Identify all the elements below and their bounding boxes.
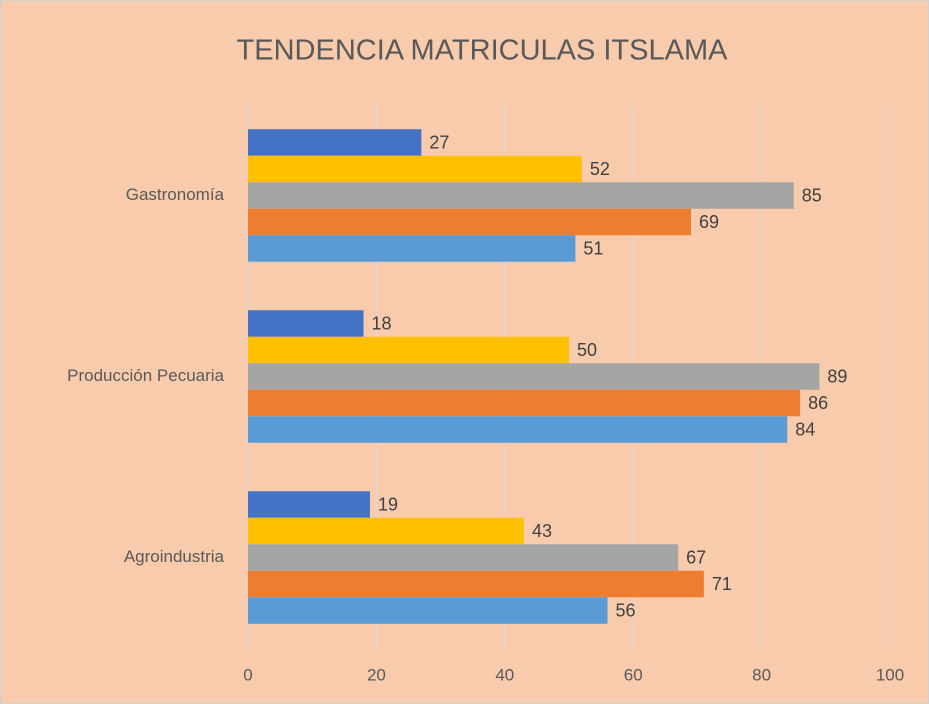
bar [248, 363, 820, 390]
x-tick-label: 0 [243, 665, 252, 684]
x-tick-label: 20 [367, 665, 386, 684]
data-label: 86 [808, 393, 828, 413]
bar [248, 416, 788, 443]
data-label: 19 [378, 494, 398, 514]
bar [248, 129, 422, 156]
data-label: 56 [616, 600, 636, 620]
data-label: 71 [712, 574, 732, 594]
category-label: Agroindustria [124, 547, 225, 566]
data-label: 18 [372, 313, 392, 333]
bar [248, 155, 582, 183]
bar [248, 336, 569, 364]
bar [248, 544, 679, 571]
category-label: Gastronomía [126, 185, 225, 204]
x-tick-label: 40 [495, 665, 514, 684]
x-tick-label: 100 [876, 665, 904, 684]
data-label: 84 [795, 419, 815, 439]
bar [248, 182, 794, 209]
data-label: 50 [577, 340, 597, 360]
category-label: Producción Pecuaria [67, 366, 224, 385]
chart-title: TENDENCIA MATRICULAS ITSLAMA [237, 35, 729, 67]
x-tick-label: 80 [752, 665, 771, 684]
data-label: 67 [686, 547, 706, 567]
data-label: 89 [827, 366, 847, 386]
x-tick-label: 60 [624, 665, 643, 684]
bar [248, 491, 370, 518]
bar [248, 208, 691, 236]
bar [248, 389, 801, 417]
data-label: 27 [429, 132, 449, 152]
data-label: 51 [583, 238, 603, 258]
data-label: 69 [699, 212, 719, 232]
bar [248, 235, 576, 262]
bar [248, 517, 525, 545]
data-label: 52 [590, 159, 610, 179]
bar [248, 570, 704, 598]
data-label: 43 [532, 521, 552, 541]
data-label: 85 [802, 185, 822, 205]
bar [248, 597, 608, 624]
bar [248, 310, 364, 337]
